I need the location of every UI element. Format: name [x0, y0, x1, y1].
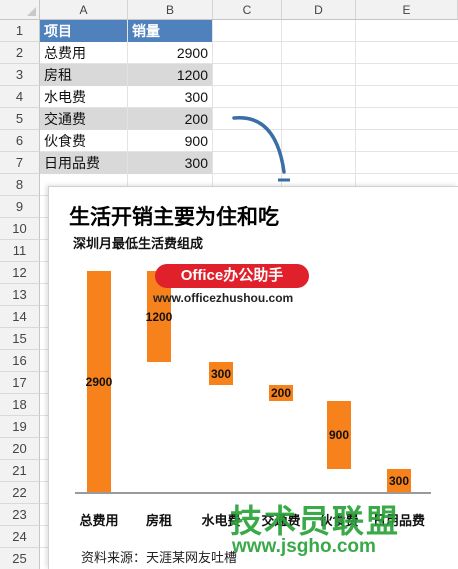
- chart-source-note: 资料来源：天涯某网友吐槽: [81, 550, 238, 565]
- waterfall-bar-3[interactable]: [209, 362, 233, 386]
- watermark-badge: Office办公助手: [155, 264, 309, 288]
- bar-data-label: 900: [328, 427, 350, 442]
- category-label: 伙食费: [319, 513, 359, 528]
- table-cell-item[interactable]: 水电费: [44, 89, 86, 105]
- row-header-20[interactable]: 20: [0, 438, 40, 460]
- column-header-a[interactable]: A: [40, 0, 128, 20]
- column-header-b[interactable]: B: [128, 0, 213, 20]
- row-header-21[interactable]: 21: [0, 460, 40, 482]
- bar-data-label: 300: [388, 473, 410, 488]
- table-cell-item[interactable]: 房租: [40, 64, 127, 86]
- row-gridline: [40, 173, 458, 174]
- row-header-12[interactable]: 12: [0, 262, 40, 284]
- table-cell-item[interactable]: 伙食费: [44, 133, 86, 149]
- table-cell-item[interactable]: 总费用: [44, 45, 86, 61]
- row-header-5[interactable]: 5: [0, 108, 40, 130]
- row-header-3[interactable]: 3: [0, 64, 40, 86]
- chart-subtitle: 深圳月最低生活费组成: [73, 236, 204, 251]
- row-header-11[interactable]: 11: [0, 240, 40, 262]
- row-header-23[interactable]: 23: [0, 504, 40, 526]
- table-cell-value[interactable]: 300: [184, 89, 208, 105]
- watermark-url: www.officezhushou.com: [153, 291, 294, 305]
- category-label: 房租: [145, 513, 172, 528]
- column-header-c[interactable]: C: [213, 0, 282, 20]
- category-label: 交通费: [261, 513, 301, 528]
- category-label: 总费用: [79, 513, 119, 528]
- overlay-watermark-url: www.jsgho.com: [232, 536, 376, 557]
- row-header-9[interactable]: 9: [0, 196, 40, 218]
- waterfall-bar-4[interactable]: [269, 385, 293, 401]
- row-gridline: [40, 151, 458, 152]
- curved-arrow-icon: [232, 116, 290, 182]
- embedded-chart[interactable]: 生活开销主要为住和吃 深圳月最低生活费组成 2900 总费用 1200 房租 300 水电…: [48, 186, 458, 569]
- bar-data-label: 2900: [85, 374, 113, 389]
- row-header-16[interactable]: 16: [0, 350, 40, 372]
- row-header-18[interactable]: 18: [0, 394, 40, 416]
- row-gridline: [40, 63, 458, 64]
- row-header-14[interactable]: 14: [0, 306, 40, 328]
- row-gridline: [40, 85, 458, 86]
- table-cell-value[interactable]: 900: [184, 133, 208, 149]
- table-cell-item[interactable]: 交通费: [40, 108, 127, 130]
- waterfall-bar-1[interactable]: [87, 271, 111, 492]
- select-all-corner[interactable]: [0, 0, 40, 20]
- waterfall-bar-6[interactable]: [387, 469, 411, 492]
- waterfall-bar-5[interactable]: [327, 400, 351, 470]
- table-cell-value[interactable]: 300: [128, 152, 212, 174]
- category-label: 日用品费: [372, 513, 425, 528]
- row-header-24[interactable]: 24: [0, 526, 40, 548]
- category-axis: [75, 492, 431, 494]
- row-gridline: [40, 107, 458, 108]
- bar-data-label: 200: [270, 385, 292, 400]
- overlay-watermark-text: 技术员联盟: [230, 503, 401, 539]
- row-header-7[interactable]: 7: [0, 152, 40, 174]
- table-cell-value[interactable]: 200: [128, 108, 212, 130]
- table-cell-value[interactable]: 1200: [128, 64, 212, 86]
- row-header-19[interactable]: 19: [0, 416, 40, 438]
- row-header-10[interactable]: 10: [0, 218, 40, 240]
- row-header-2[interactable]: 2: [0, 42, 40, 64]
- row-header-6[interactable]: 6: [0, 130, 40, 152]
- row-header-22[interactable]: 22: [0, 482, 40, 504]
- table-cell-value[interactable]: 2900: [176, 45, 208, 61]
- row-header-8[interactable]: 8: [0, 174, 40, 196]
- bar-data-label: 300: [210, 366, 232, 381]
- row-gridline: [40, 41, 458, 42]
- chart-title: 生活开销主要为住和吃: [69, 206, 279, 229]
- column-header-d[interactable]: D: [282, 0, 356, 20]
- header-cell-value[interactable]: 销量: [128, 20, 212, 42]
- header-cell-item[interactable]: 项目: [40, 20, 127, 42]
- row-header-17[interactable]: 17: [0, 372, 40, 394]
- row-header-13[interactable]: 13: [0, 284, 40, 306]
- row-header-25[interactable]: 25: [0, 548, 40, 569]
- column-header-e[interactable]: E: [356, 0, 458, 20]
- row-header-15[interactable]: 15: [0, 328, 40, 350]
- select-all-icon: [27, 7, 36, 16]
- row-gridline: [40, 129, 458, 130]
- category-label: 水电费: [201, 513, 241, 528]
- row-header-4[interactable]: 4: [0, 86, 40, 108]
- row-header-1[interactable]: 1: [0, 20, 40, 42]
- bar-data-label: 1200: [145, 309, 173, 324]
- table-cell-item[interactable]: 日用品费: [40, 152, 127, 174]
